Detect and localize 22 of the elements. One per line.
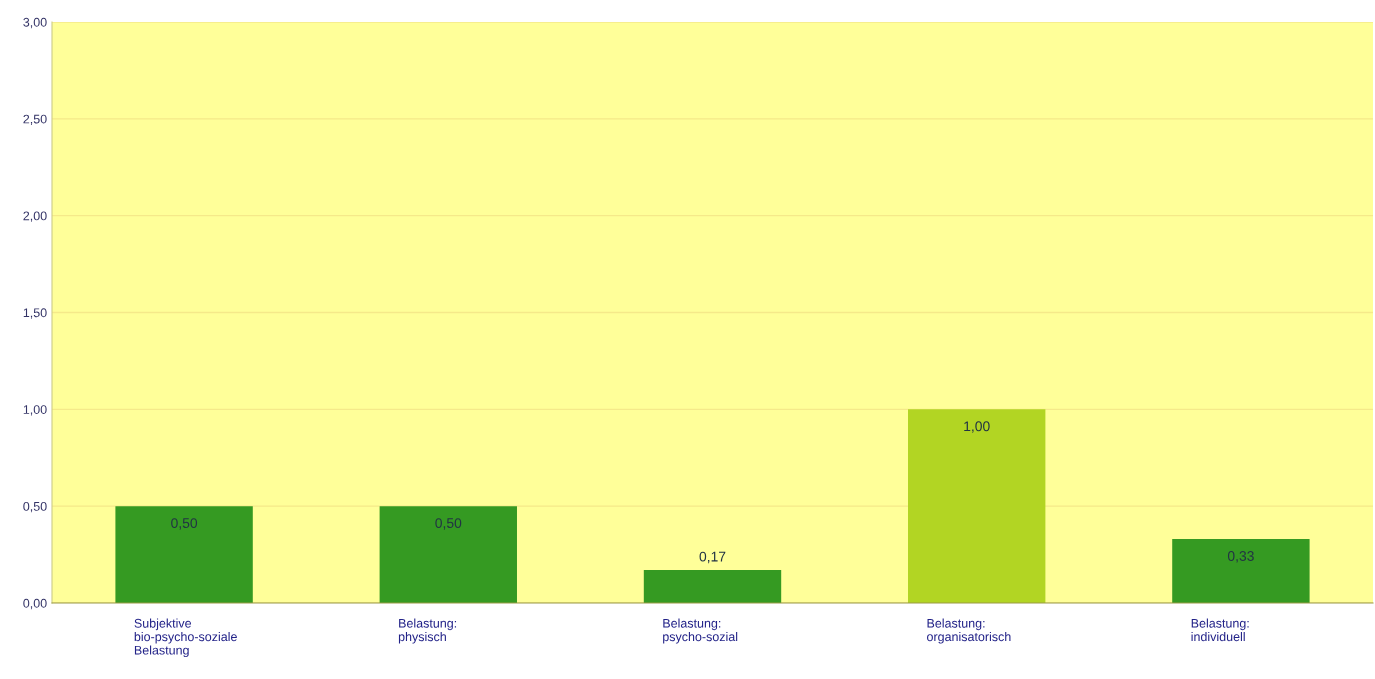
x-tick-label: Belastung: psycho-sozial <box>663 618 738 644</box>
bar <box>379 506 517 603</box>
data-label: 1,00 <box>964 421 990 433</box>
y-tick-label: 1,50 <box>23 308 47 319</box>
x-tick-label: Belastung: physisch <box>398 618 457 644</box>
x-tick-label: Subjektive bio-psycho-soziale Belastung <box>134 618 237 658</box>
y-tick-label: 0,00 <box>23 598 47 610</box>
y-tick-label: 1,00 <box>23 405 47 416</box>
y-tick-label: 2,00 <box>23 211 47 222</box>
y-tick-label: 3,00 <box>23 17 47 29</box>
x-tick-label: Belastung: individuell <box>1191 618 1249 642</box>
data-label: 0,17 <box>699 551 726 564</box>
data-label: 0,50 <box>435 518 462 530</box>
data-label: 0,33 <box>1227 551 1254 563</box>
bar <box>1172 539 1310 603</box>
y-tick-label: 2,50 <box>23 114 47 125</box>
y-tick-label: 0,50 <box>23 501 47 513</box>
x-tick-label: Belastung: organisatorisch <box>927 618 1011 644</box>
bar <box>115 506 253 603</box>
bar <box>908 409 1046 603</box>
bar <box>643 570 782 603</box>
data-label: 0,50 <box>171 518 198 530</box>
